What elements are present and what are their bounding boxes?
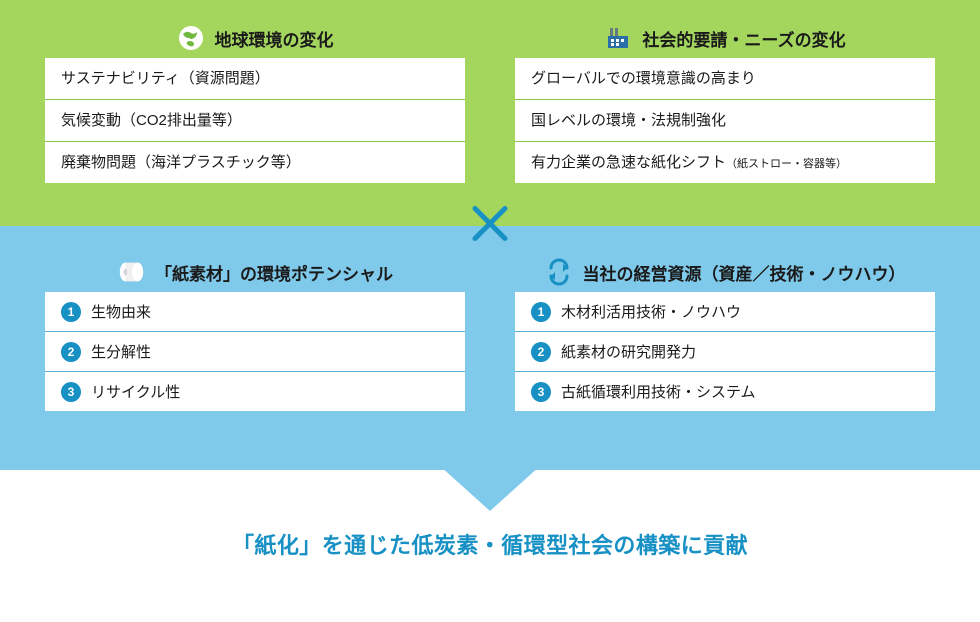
list-item-label: リサイクル性 <box>91 381 180 402</box>
panel-company-resources: 当社の経営資源（資産／技術・ノウハウ） 1 木材利活用技術・ノウハウ 2 紙素材の研究… <box>515 252 935 411</box>
panel-title: 社会的要請・ニーズの変化 <box>642 26 845 51</box>
list-item-label: 生物由来 <box>91 301 151 322</box>
panel-paper-potential: 「紙素材」の環境ポテンシャル 1 生物由来 2 生分解性 3 リサイクル性 <box>45 252 465 411</box>
panel-earth-environment: 地球環境の変化 サステナビリティ（資源問題）気候変動（CO2排出量等）廃棄物問題… <box>45 18 465 183</box>
list-item: 3 古紙循環利用技術・システム <box>515 371 935 411</box>
section-conclusion: 「紙化」を通じた低炭素・循環型社会の構築に貢献 <box>0 470 980 620</box>
globe-icon <box>177 24 205 52</box>
number-badge: 1 <box>531 302 551 322</box>
list-item-label: 古紙循環利用技術・システム <box>561 381 756 402</box>
list-item: 気候変動（CO2排出量等） <box>45 99 465 141</box>
cycle-icon <box>545 258 573 286</box>
panel-list-social: グローバルでの環境意識の高まり国レベルの環境・法規制強化有力企業の急速な紙化シフ… <box>515 58 935 183</box>
number-badge: 3 <box>61 382 81 402</box>
list-item: 有力企業の急速な紙化シフト（紙ストロー・容器等） <box>515 141 935 183</box>
panel-header-earth: 地球環境の変化 <box>45 18 465 58</box>
panel-list-paper: 1 生物由来 2 生分解性 3 リサイクル性 <box>45 292 465 411</box>
list-item-label: 紙素材の研究開発力 <box>561 341 696 362</box>
panel-title: 地球環境の変化 <box>215 26 334 51</box>
panel-header-paper: 「紙素材」の環境ポテンシャル <box>45 252 465 292</box>
list-item: 国レベルの環境・法規制強化 <box>515 99 935 141</box>
list-item: 1 木材利活用技術・ノウハウ <box>515 292 935 331</box>
number-badge: 2 <box>531 342 551 362</box>
arrow-down <box>430 456 550 516</box>
paper-roll-icon <box>117 258 145 286</box>
panel-header-social: 社会的要請・ニーズの変化 <box>515 18 935 58</box>
list-item-suffix: （紙ストロー・容器等） <box>726 158 847 170</box>
section-environment-social: 地球環境の変化 サステナビリティ（資源問題）気候変動（CO2排出量等）廃棄物問題… <box>0 0 980 226</box>
panel-title: 「紙素材」の環境ポテンシャル <box>155 260 393 285</box>
panel-list-earth: サステナビリティ（資源問題）気候変動（CO2排出量等）廃棄物問題（海洋プラスチッ… <box>45 58 465 183</box>
section-paper-resources: 「紙素材」の環境ポテンシャル 1 生物由来 2 生分解性 3 リサイクル性 当社の経営資源… <box>0 226 980 470</box>
panel-header-company: 当社の経営資源（資産／技術・ノウハウ） <box>515 252 935 292</box>
list-item-label: 木材利活用技術・ノウハウ <box>561 301 741 322</box>
panel-title: 当社の経営資源（資産／技術・ノウハウ） <box>583 260 906 285</box>
list-item: グローバルでの環境意識の高まり <box>515 58 935 99</box>
list-item: 3 リサイクル性 <box>45 371 465 411</box>
number-badge: 2 <box>61 342 81 362</box>
factory-icon <box>604 24 632 52</box>
panel-social-needs: 社会的要請・ニーズの変化 グローバルでの環境意識の高まり国レベルの環境・法規制強… <box>515 18 935 183</box>
number-badge: 3 <box>531 382 551 402</box>
conclusion-text: 「紙化」を通じた低炭素・循環型社会の構築に貢献 <box>232 528 748 560</box>
list-item: 2 生分解性 <box>45 331 465 371</box>
list-item-label: 生分解性 <box>91 341 151 362</box>
list-item: 1 生物由来 <box>45 292 465 331</box>
panel-list-company: 1 木材利活用技術・ノウハウ 2 紙素材の研究開発力 3 古紙循環利用技術・システム <box>515 292 935 411</box>
list-item: 廃棄物問題（海洋プラスチック等） <box>45 141 465 183</box>
number-badge: 1 <box>61 302 81 322</box>
list-item: 2 紙素材の研究開発力 <box>515 331 935 371</box>
list-item: サステナビリティ（資源問題） <box>45 58 465 99</box>
